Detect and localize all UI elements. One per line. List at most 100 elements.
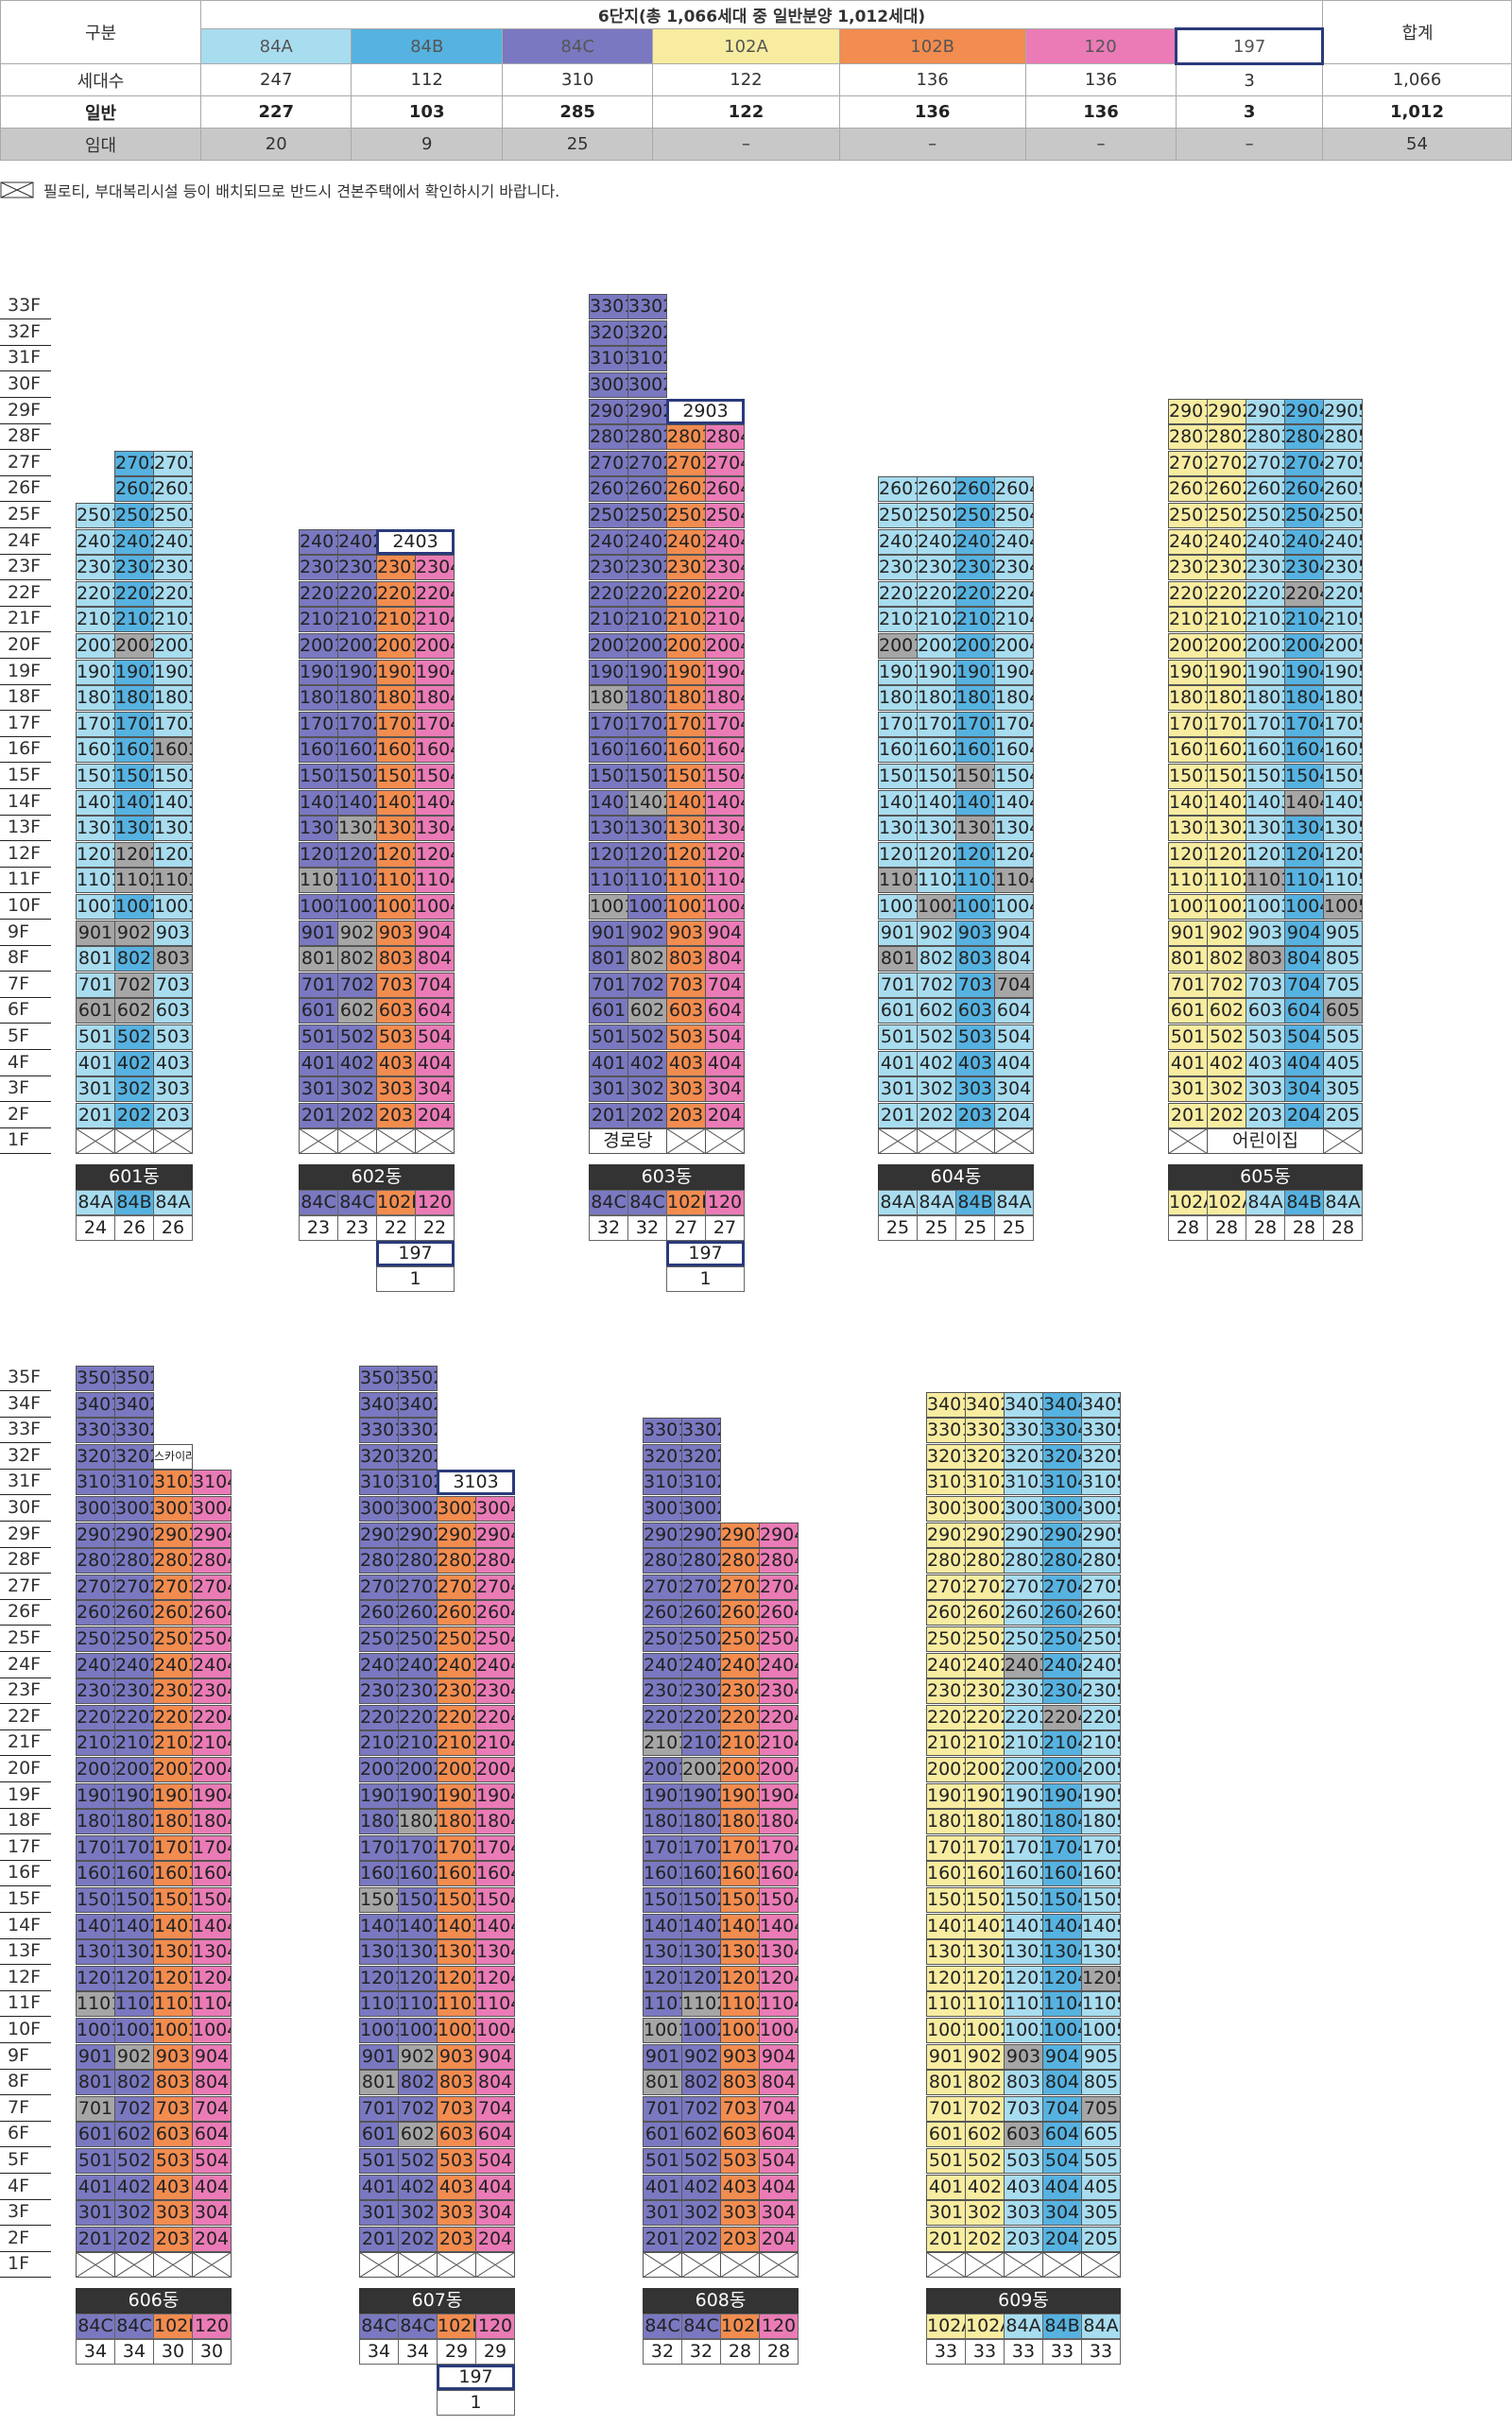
unit-cell: 504 bbox=[192, 2148, 232, 2174]
type-cell: 102A bbox=[1168, 1190, 1215, 1215]
unit-cell: 2401 bbox=[926, 1652, 966, 1678]
unit-cell: 2503 bbox=[955, 503, 995, 528]
unit-cell: 2303 bbox=[437, 1678, 476, 1705]
unit-cell: 305 bbox=[1081, 2200, 1121, 2227]
unit-cell: 1803 bbox=[437, 1809, 476, 1835]
unit-cell: 401 bbox=[589, 1050, 628, 1076]
unit-cell: 3501 bbox=[359, 1366, 399, 1391]
unit-cell: 1804 bbox=[192, 1809, 232, 1835]
unit-cell: 1105 bbox=[1323, 868, 1363, 894]
unit-cell: 802 bbox=[398, 2070, 438, 2096]
unit-cell: 604 bbox=[994, 998, 1034, 1024]
unit-cell: 903 bbox=[376, 920, 416, 946]
unit-cell: 502 bbox=[398, 2148, 438, 2174]
unit-cell: 1602 bbox=[627, 737, 667, 764]
unit-cell: 1102 bbox=[681, 1991, 721, 2018]
unit-cell: 1002 bbox=[965, 2018, 1005, 2043]
unit-cell: 303 bbox=[376, 1076, 416, 1103]
unit-cell: 1802 bbox=[965, 1809, 1005, 1835]
unit-cell: 2303 bbox=[153, 555, 193, 581]
unit-cell: 2501 bbox=[643, 1626, 682, 1652]
unit-cell: 404 bbox=[1042, 2174, 1082, 2200]
unit-cell: 2403 bbox=[666, 528, 706, 555]
unit-cell: 1602 bbox=[337, 737, 377, 764]
unit-cell: 901 bbox=[76, 2043, 115, 2070]
unit-cell: 2501 bbox=[359, 1626, 399, 1652]
unit-summary-table: 구분 6단지(총 1,066세대 중 일반분양 1,012세대) 합계 84A 8… bbox=[0, 0, 1512, 161]
unit-cell: 2104 bbox=[705, 607, 745, 633]
unit-cell: 1402 bbox=[1207, 789, 1246, 816]
unit-cell: 903 bbox=[666, 920, 706, 946]
unit-cell: 405 bbox=[1081, 2174, 1121, 2200]
unit-cell: 301 bbox=[299, 1076, 338, 1103]
unit-cell: 2705 bbox=[1081, 1574, 1121, 1600]
pilotis-icon bbox=[337, 1128, 377, 1155]
summary-cell: 3 bbox=[1176, 63, 1323, 96]
unit-cell: 3202 bbox=[398, 1443, 438, 1470]
unit-cell: 2603 bbox=[666, 476, 706, 503]
count-cell: 25 bbox=[878, 1215, 918, 1241]
unit-cell: 1602 bbox=[1207, 737, 1246, 764]
floor-label: 11F bbox=[0, 867, 51, 894]
unit-cell: 1403 bbox=[1246, 789, 1285, 816]
unit-cell: 502 bbox=[337, 1024, 377, 1050]
count-cell: 34 bbox=[359, 2339, 399, 2365]
unit-cell: 901 bbox=[589, 920, 628, 946]
unit-cell: 2903 bbox=[1246, 398, 1285, 424]
type-cell: 84C bbox=[627, 1190, 667, 1215]
unit-cell: 403 bbox=[1246, 1050, 1285, 1076]
unit-cell: 1302 bbox=[1207, 816, 1246, 842]
unit-cell: 803 bbox=[153, 946, 193, 972]
type-header-84C: 84C bbox=[501, 28, 654, 64]
floor-label: 8F bbox=[0, 2069, 51, 2096]
type-header-120: 120 bbox=[1024, 28, 1177, 64]
unit-cell: 703 bbox=[437, 2095, 476, 2122]
unit-cell: 1002 bbox=[1207, 894, 1246, 920]
unit-cell: 1805 bbox=[1323, 685, 1363, 712]
unit-cell: 2804 bbox=[759, 1548, 799, 1574]
unit-cell: 2104 bbox=[415, 607, 455, 633]
unit-cell: 501 bbox=[589, 1024, 628, 1050]
unit-cell: 303 bbox=[153, 2200, 193, 2227]
unit-cell: 1305 bbox=[1323, 816, 1363, 842]
unit-cell: 204 bbox=[1042, 2226, 1082, 2252]
unit-cell: 605 bbox=[1081, 2122, 1121, 2148]
unit-cell: 304 bbox=[994, 1076, 1034, 1103]
unit-cell: 1604 bbox=[192, 1861, 232, 1887]
count-cell: 29 bbox=[437, 2339, 476, 2365]
unit-cell: 1903 bbox=[376, 659, 416, 685]
unit-cell: 405 bbox=[1323, 1050, 1363, 1076]
unit-cell: 1704 bbox=[192, 1834, 232, 1861]
unit-cell: 601 bbox=[926, 2122, 966, 2148]
unit-cell: 803 bbox=[666, 946, 706, 972]
unit-cell: 2703 bbox=[720, 1574, 760, 1600]
type-cell: 84A bbox=[994, 1190, 1034, 1215]
count-cell: 26 bbox=[153, 1215, 193, 1241]
unit-cell: 2101 bbox=[76, 607, 115, 633]
floor-label: 28F bbox=[0, 423, 51, 451]
floor-label: 5F bbox=[0, 1024, 51, 1050]
unit-cell: 2904 bbox=[475, 1522, 515, 1548]
unit-cell: 804 bbox=[192, 2070, 232, 2096]
type-cell: 120 bbox=[705, 1190, 745, 1215]
unit-cell: 2104 bbox=[475, 1730, 515, 1757]
unit-cell: 2404 bbox=[759, 1652, 799, 1678]
